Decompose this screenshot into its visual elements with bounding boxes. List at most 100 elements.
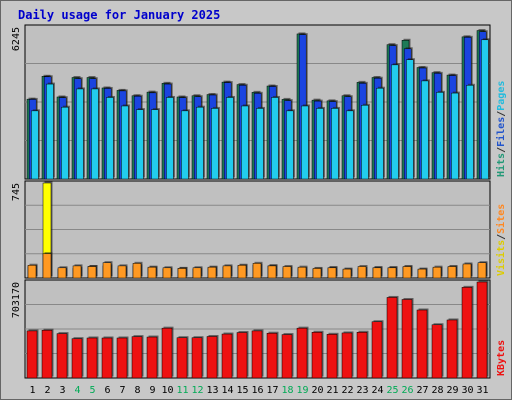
bar-pages-day-25 <box>391 64 399 180</box>
bar-sites-day-14 <box>222 265 232 279</box>
bar-sites-day-26 <box>402 266 412 279</box>
x-tick-label-day-19: 19 <box>296 385 308 396</box>
bar-kbytes-day-22 <box>341 332 353 379</box>
panel-bottom: 703170 KBytes <box>11 279 507 379</box>
x-tick-label-day-21: 21 <box>326 385 338 396</box>
x-tick-label-day-6: 6 <box>104 385 110 396</box>
x-tick-label-day-30: 30 <box>461 385 473 396</box>
x-tick-label-day-15: 15 <box>236 385 248 396</box>
bar-kbytes-day-23 <box>356 332 368 379</box>
legend-item: / <box>496 147 507 153</box>
bar-pages-day-14 <box>226 97 234 180</box>
bar-sites-day-21 <box>327 267 337 279</box>
bar-kbytes-day-28 <box>431 324 443 379</box>
bar-sites-day-25 <box>387 267 397 279</box>
legend-bottom: KBytes <box>496 340 507 376</box>
bar-sites-day-11 <box>177 268 187 279</box>
bar-kbytes-day-1 <box>26 330 38 379</box>
x-tick-label-day-2: 2 <box>44 385 50 396</box>
bar-kbytes-day-14 <box>221 333 233 379</box>
bar-pages-day-9 <box>151 109 159 180</box>
bar-sites-day-3 <box>57 267 67 279</box>
bar-sites-day-24 <box>372 267 382 279</box>
x-tick-label-day-10: 10 <box>161 385 173 396</box>
x-tick-label-day-8: 8 <box>134 385 140 396</box>
bar-sites-day-19 <box>297 266 307 279</box>
bar-pages-day-11 <box>181 110 189 180</box>
bar-kbytes-day-29 <box>446 319 458 379</box>
bar-pages-day-3 <box>61 106 69 180</box>
bar-pages-day-7 <box>121 105 129 180</box>
bar-kbytes-day-12 <box>191 337 203 379</box>
bar-kbytes-day-31 <box>476 281 488 379</box>
bar-kbytes-day-26 <box>401 299 413 379</box>
bar-sites-day-10 <box>162 267 172 279</box>
bar-sites-day-16 <box>252 263 262 279</box>
bar-pages-day-19 <box>301 105 309 180</box>
bar-sites-day-9 <box>147 266 157 279</box>
bar-pages-day-6 <box>106 97 114 180</box>
bar-pages-day-24 <box>376 87 384 180</box>
bar-kbytes-day-27 <box>416 309 428 379</box>
bar-pages-day-5 <box>91 88 99 180</box>
bar-kbytes-day-24 <box>371 321 383 379</box>
x-tick-label-day-14: 14 <box>221 385 233 396</box>
ymax-label-bottom: 703170 <box>11 282 22 318</box>
x-tick-label-day-17: 17 <box>266 385 278 396</box>
legend-item: / <box>496 234 507 240</box>
bar-pages-day-29 <box>451 92 459 180</box>
bar-kbytes-day-18 <box>281 334 293 379</box>
bar-kbytes-day-6 <box>101 337 113 379</box>
bar-kbytes-day-19 <box>296 327 308 379</box>
bar-pages-day-8 <box>136 109 144 180</box>
ymax-label-middle: 745 <box>11 183 22 201</box>
bar-sites-day-1 <box>27 264 37 279</box>
x-tick-label-day-20: 20 <box>311 385 323 396</box>
bar-pages-day-17 <box>271 97 279 180</box>
bar-pages-day-10 <box>166 97 174 180</box>
bar-pages-day-30 <box>466 85 474 180</box>
bar-sites-day-27 <box>417 268 427 279</box>
bar-pages-day-13 <box>211 108 219 180</box>
bar-sites-day-17 <box>267 265 277 279</box>
bar-sites-day-6 <box>102 262 112 279</box>
x-tick-label-day-16: 16 <box>251 385 263 396</box>
bar-kbytes-day-8 <box>131 336 143 379</box>
bar-pages-day-15 <box>241 105 249 180</box>
x-tick-label-day-5: 5 <box>89 385 95 396</box>
legend-top: Hits/Files/Pages <box>495 81 507 177</box>
bar-kbytes-day-17 <box>266 332 278 379</box>
bar-kbytes-day-20 <box>311 332 323 379</box>
bar-pages-day-31 <box>481 39 489 180</box>
bar-kbytes-day-25 <box>386 297 398 379</box>
x-tick-label-day-13: 13 <box>206 385 218 396</box>
bar-sites-day-2 <box>42 253 52 279</box>
bar-pages-day-23 <box>361 105 369 180</box>
bar-sites-day-30 <box>462 263 472 279</box>
bar-pages-day-20 <box>316 108 324 180</box>
x-tick-label-day-22: 22 <box>341 385 353 396</box>
bar-sites-day-4 <box>72 265 82 279</box>
bar-kbytes-day-30 <box>461 287 473 379</box>
x-tick-label-day-18: 18 <box>281 385 293 396</box>
bar-pages-day-22 <box>346 110 354 180</box>
legend-middle: Visits/Sites <box>495 204 507 276</box>
bar-kbytes-day-10 <box>161 327 173 379</box>
legend-item: Hits <box>495 153 507 177</box>
x-tick-label-day-25: 25 <box>386 385 398 396</box>
bar-sites-day-7 <box>117 265 127 279</box>
bar-sites-day-18 <box>282 266 292 279</box>
bar-sites-day-13 <box>207 266 217 279</box>
bar-sites-day-29 <box>447 266 457 279</box>
bar-kbytes-day-2 <box>41 329 53 379</box>
bar-kbytes-day-3 <box>56 333 68 379</box>
bar-sites-day-28 <box>432 266 442 279</box>
legend-item: Files <box>495 117 507 147</box>
x-tick-label-day-11: 11 <box>176 385 188 396</box>
x-tick-label-day-28: 28 <box>431 385 443 396</box>
legend-item: / <box>496 111 507 117</box>
bar-sites-day-22 <box>342 268 352 279</box>
bar-kbytes-day-4 <box>71 338 83 379</box>
x-tick-label-day-1: 1 <box>29 385 35 396</box>
